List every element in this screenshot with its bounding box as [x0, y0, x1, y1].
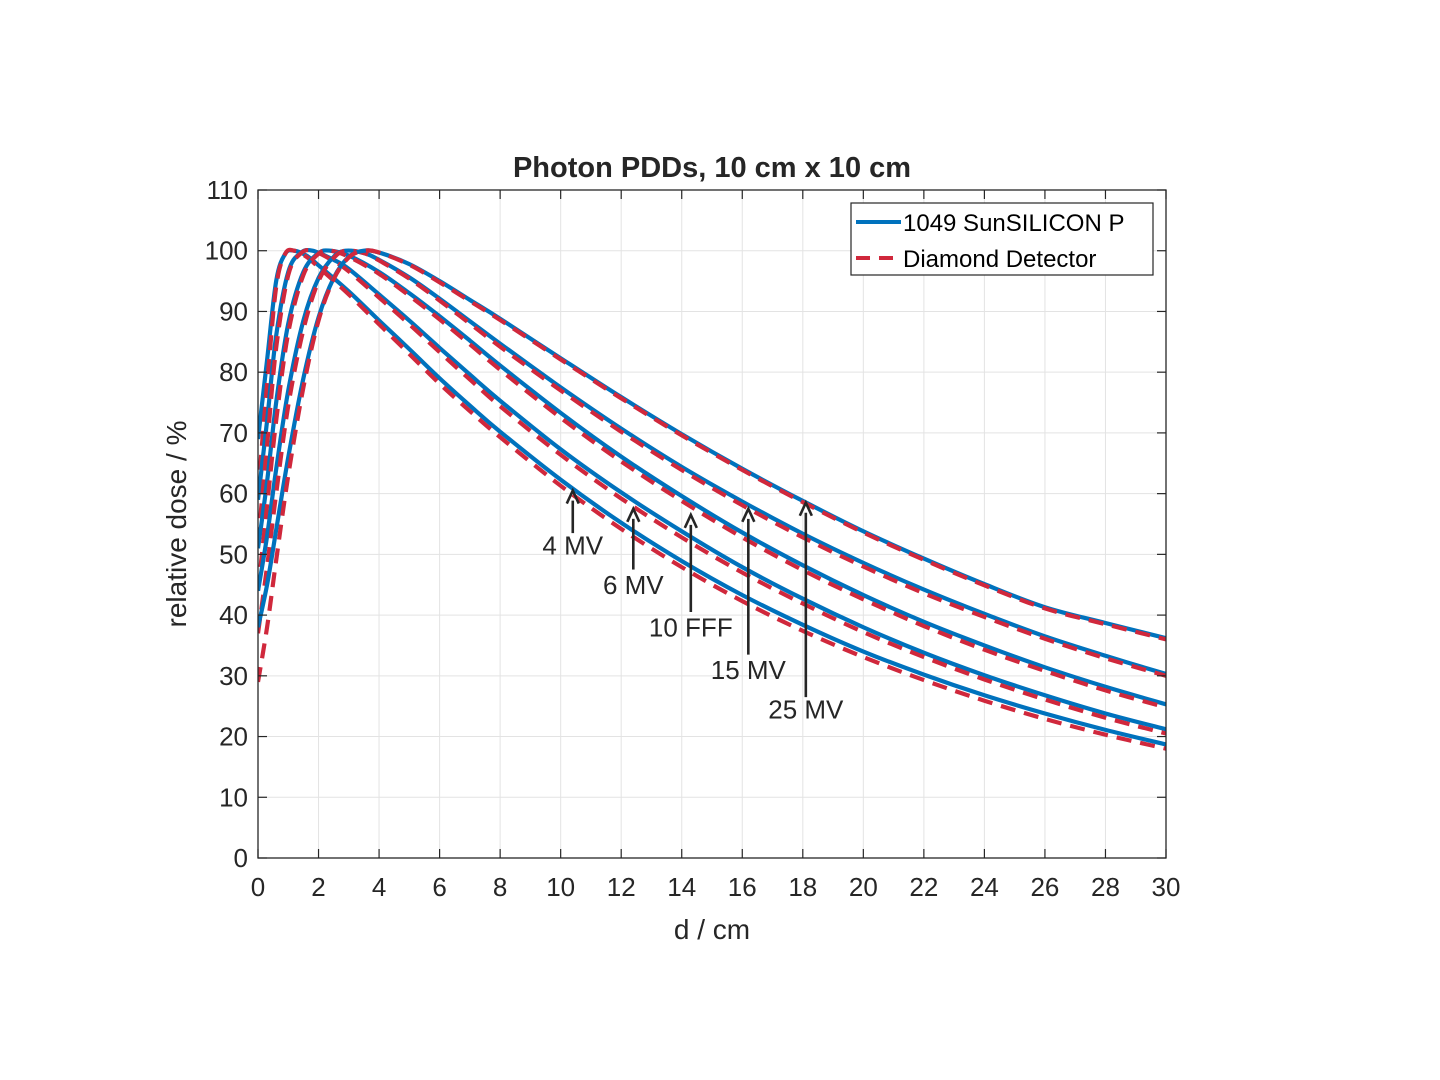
x-axis-label: d / cm — [674, 914, 750, 945]
annotation-label-6-mv: 6 MV — [603, 570, 664, 600]
annotation-label-10-fff: 10 FFF — [649, 612, 733, 642]
y-tick-label: 10 — [219, 782, 248, 812]
x-tick-label: 28 — [1091, 872, 1120, 902]
annotation-arrowhead-6-mv — [626, 505, 641, 523]
series-diamond-10-fff — [258, 248, 1166, 710]
annotation-arrowhead-10-fff — [683, 511, 698, 529]
legend: 1049 SunSILICON P Diamond Detector — [850, 202, 1154, 276]
y-tick-label: 30 — [219, 661, 248, 691]
y-tick-label: 20 — [219, 722, 248, 752]
y-tick-label: 0 — [234, 843, 248, 873]
x-tick-label: 20 — [849, 872, 878, 902]
x-tick-label: 8 — [493, 872, 507, 902]
annotation-arrowhead-15-mv — [741, 505, 756, 523]
x-tick-label: 26 — [1030, 872, 1059, 902]
series-silicon-15-mv — [258, 248, 1166, 677]
series-diamond-15-mv — [258, 248, 1166, 678]
y-tick-label: 110 — [207, 175, 248, 205]
legend-label-silicon: 1049 SunSILICON P — [903, 210, 1124, 237]
annotation-label-15-mv: 15 MV — [711, 655, 787, 685]
x-tick-label: 22 — [909, 872, 938, 902]
x-tick-label: 16 — [728, 872, 757, 902]
y-axis-ticks: 0 10 20 30 40 50 60 70 80 90 100 110 — [205, 175, 1166, 873]
series-diamond-4-mv — [258, 247, 1166, 751]
x-tick-label: 30 — [1152, 872, 1181, 902]
y-tick-label: 50 — [219, 539, 248, 569]
x-tick-label: 2 — [311, 872, 325, 902]
x-axis-ticks: 0 2 4 6 8 10 12 14 16 18 20 22 24 26 28 30 — [251, 190, 1181, 902]
annotation-arrowhead-4-mv — [565, 487, 580, 505]
legend-label-diamond: Diamond Detector — [903, 246, 1096, 273]
x-tick-label: 4 — [372, 872, 386, 902]
series-group — [258, 247, 1166, 751]
chart-title: Photon PDDs, 10 cm x 10 cm — [513, 152, 911, 184]
grid — [257, 189, 1167, 859]
x-tick-label: 12 — [607, 872, 636, 902]
y-tick-label: 80 — [219, 357, 248, 387]
annotation-arrowhead-25-mv — [798, 499, 814, 517]
x-tick-label: 18 — [788, 872, 817, 902]
x-tick-label: 0 — [251, 872, 265, 902]
series-layer — [258, 247, 1166, 751]
plot-frame — [257, 189, 1167, 859]
x-tick-label: 6 — [432, 872, 446, 902]
y-tick-label: 100 — [205, 236, 248, 266]
annotation-label-25-mv: 25 MV — [768, 694, 844, 724]
y-tick-label: 60 — [219, 479, 248, 509]
y-tick-label: 40 — [219, 600, 248, 630]
y-tick-label: 70 — [219, 418, 248, 448]
x-tick-label: 14 — [667, 872, 696, 902]
x-tick-label: 24 — [970, 872, 999, 902]
legend-box — [850, 202, 1154, 276]
annotations: 4 MV6 MV 10 FFF 15 MV 25 MV — [542, 487, 844, 724]
annotation-label-4-mv: 4 MV — [542, 530, 603, 560]
y-axis-label: relative dose / % — [161, 421, 192, 628]
series-diamond-6-mv — [258, 247, 1166, 736]
y-tick-label: 90 — [219, 296, 248, 326]
x-tick-label: 10 — [546, 872, 575, 902]
